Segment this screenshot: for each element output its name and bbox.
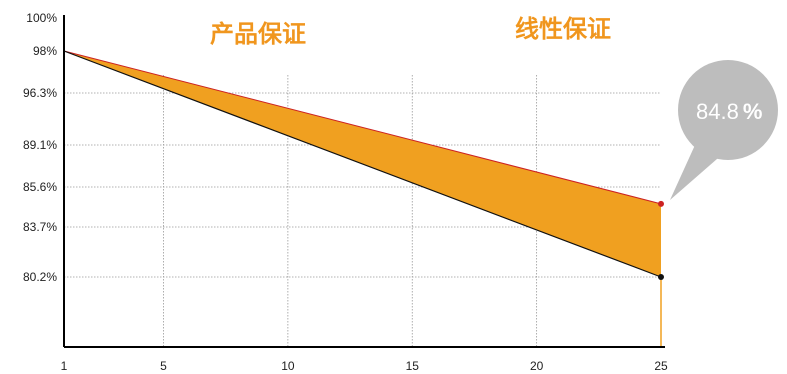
header-linear-warranty: 线性保证 xyxy=(515,15,611,43)
x-tick-label: 20 xyxy=(530,359,544,373)
y-tick-label: 89.1% xyxy=(23,138,57,152)
callout-unit: % xyxy=(743,99,763,124)
series-line-lower xyxy=(63,50,662,278)
x-tick-label: 15 xyxy=(406,359,420,373)
y-tick-label: 96.3% xyxy=(23,86,57,100)
x-tick-label: 5 xyxy=(160,359,167,373)
y-tick-label: 100% xyxy=(26,11,57,25)
callout-tail xyxy=(670,145,725,200)
x-tick-label: 25 xyxy=(654,359,668,373)
x-tick-labels: 1 5 10 15 20 25 xyxy=(61,359,668,373)
x-tick-label: 1 xyxy=(61,359,68,373)
callout-label: 84.8% xyxy=(696,99,762,124)
series-line-upper xyxy=(63,50,662,205)
y-tick-label: 80.2% xyxy=(23,270,57,284)
callout-value: 84.8 xyxy=(696,99,739,124)
lower-end-point xyxy=(658,274,664,280)
header-product-warranty: 产品保证 xyxy=(210,20,306,48)
upper-end-point xyxy=(658,200,664,207)
callout-circle xyxy=(678,60,778,160)
y-tick-label: 83.7% xyxy=(23,220,57,234)
callout-bubble: 84.8% xyxy=(670,60,778,200)
y-tick-label: 98% xyxy=(33,44,57,58)
y-tick-labels: 100% 98% 96.3% 89.1% 85.6% 83.7% 80.2% xyxy=(23,11,57,284)
x-tick-label: 10 xyxy=(281,359,295,373)
y-tick-label: 85.6% xyxy=(23,180,57,194)
